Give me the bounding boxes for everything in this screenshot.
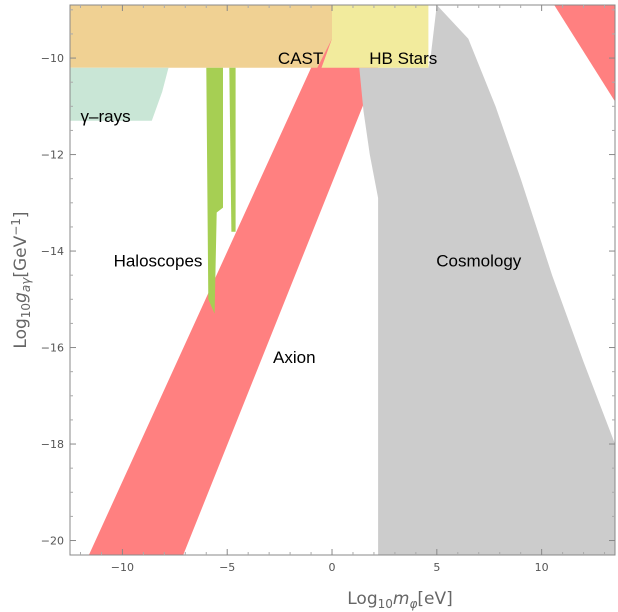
- x-axis-ticks: −10 −5 0 5 10: [79, 5, 606, 574]
- y-tick-label: −18: [41, 438, 64, 451]
- x-tick-label: 0: [329, 561, 336, 574]
- y-axis-title-exponent: −1: [9, 218, 23, 236]
- x-axis-title: Log10mφ[eV]: [347, 589, 453, 611]
- y-axis-title: Log10gaγ[GeV−1]: [9, 211, 33, 348]
- region-axion-upper-band: [554, 5, 615, 102]
- x-axis-title-unit: [eV]: [417, 589, 452, 609]
- y-axis-title-symbol: g: [11, 292, 31, 303]
- y-tick-label: −20: [41, 535, 64, 548]
- x-tick-label: 10: [535, 561, 549, 574]
- x-tick-label: −10: [111, 561, 134, 574]
- label-cosmology: Cosmology: [436, 252, 522, 271]
- y-tick-label: −16: [41, 342, 64, 355]
- frame-border: [69, 4, 616, 556]
- x-tick-label: 5: [433, 561, 440, 574]
- y-axis-title-log: Log: [11, 318, 31, 348]
- region-axion: [88, 5, 379, 555]
- y-tick-label: −12: [41, 149, 64, 162]
- region-cast: [70, 5, 332, 68]
- y-axis-title-base: 10: [19, 303, 33, 318]
- y-axis-ticks: −20 −18 −16 −14 −12 −10: [41, 9, 615, 548]
- x-tick-label: −5: [219, 561, 235, 574]
- label-haloscopes: Haloscopes: [114, 252, 203, 271]
- y-tick-label: −10: [41, 52, 64, 65]
- y-axis-title-symbol-sub: aγ: [19, 277, 33, 292]
- exclusion-regions: [70, 5, 615, 555]
- label-cast: CAST: [278, 49, 323, 68]
- label-axion: Axion: [273, 348, 316, 367]
- x-axis-title-symbol-sub: φ: [409, 597, 417, 611]
- region-hb-stars: [321, 5, 429, 68]
- label-rays: γ–rays: [81, 107, 131, 126]
- x-axis-title-base: 10: [378, 597, 393, 611]
- region-cosmology: [359, 5, 615, 555]
- region-haloscopes-thin: [229, 67, 236, 232]
- y-axis-title-unit: [GeV: [11, 235, 31, 277]
- region-labels: Axion Cosmology CAST HB Stars γ–rays Haloscop…: [81, 49, 522, 367]
- y-tick-label: −14: [41, 245, 64, 258]
- label-hb-stars: HB Stars: [369, 49, 437, 68]
- plot-frame: [69, 4, 616, 556]
- x-axis-title-symbol: m: [393, 589, 410, 609]
- x-axis-title-log: Log: [347, 589, 377, 609]
- y-axis-title-close: ]: [11, 211, 31, 218]
- region-rays: [70, 67, 169, 121]
- region-haloscopes: [206, 67, 223, 314]
